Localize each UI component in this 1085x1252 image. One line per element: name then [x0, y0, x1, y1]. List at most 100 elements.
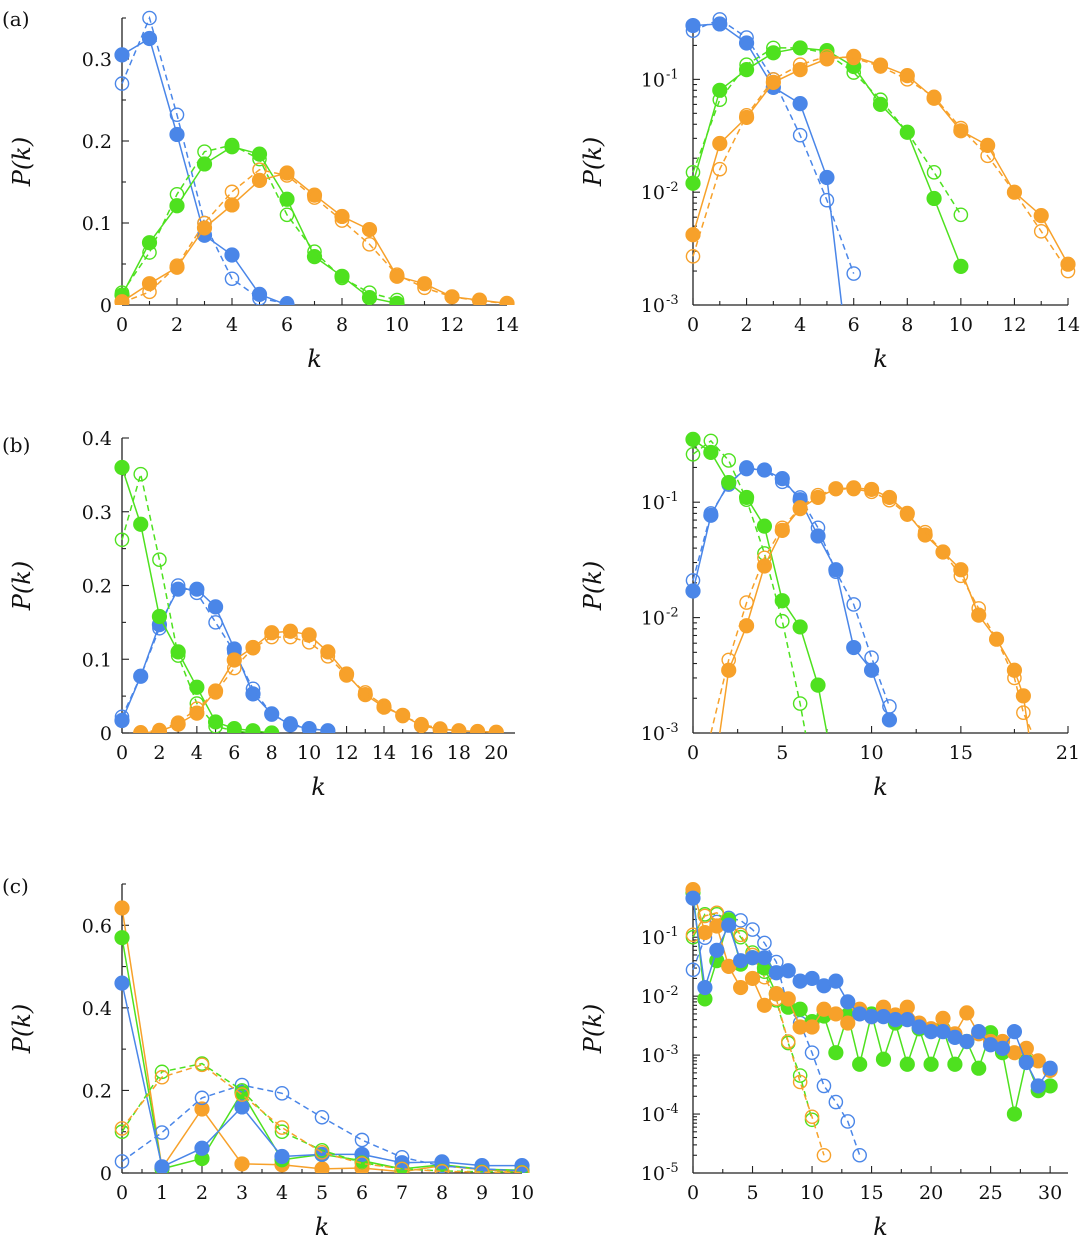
x-tick-label: 5	[316, 1182, 328, 1204]
x-tick-label: 10	[800, 1182, 824, 1204]
data-point-blue	[170, 578, 186, 593]
y-axis-label: P(k)	[8, 1004, 36, 1054]
x-tick-label: 2	[196, 1182, 208, 1204]
series-layer	[114, 900, 530, 1173]
x-tick-label: 0	[687, 1182, 699, 1204]
data-point-green	[792, 1068, 808, 1083]
series-line-orange	[710, 488, 1033, 733]
x-tick-label: 14	[495, 314, 519, 336]
series-layer	[685, 12, 1076, 305]
x-tick-label: 4	[191, 742, 203, 764]
series-line-green	[121, 144, 398, 301]
y-tick-label: 0.6	[82, 915, 112, 937]
data-point-orange	[774, 520, 790, 536]
x-tick-label: 20	[919, 1182, 943, 1204]
y-tick-exponent: -3	[666, 1043, 679, 1058]
y-axis-label: P(k)	[8, 137, 36, 187]
data-point-orange	[361, 221, 378, 238]
data-point-blue	[774, 471, 790, 487]
y-tick-exponent: -1	[666, 490, 679, 505]
data-point-orange	[306, 187, 323, 203]
data-point-orange	[472, 293, 487, 305]
x-tick-label: 9	[476, 1182, 488, 1204]
data-point-orange	[279, 168, 295, 183]
data-point-blue	[846, 597, 862, 612]
data-point-orange	[766, 72, 781, 87]
data-point-orange	[744, 970, 761, 987]
data-point-blue	[251, 286, 268, 302]
data-point-blue	[810, 528, 826, 544]
y-tick-label: 0.4	[82, 998, 112, 1020]
data-point-blue	[738, 35, 755, 51]
data-point-green	[766, 40, 781, 56]
data-point-blue	[745, 922, 760, 937]
data-point-orange	[917, 524, 933, 540]
data-point-green	[279, 191, 295, 207]
y-tick-exponent: -2	[666, 606, 679, 621]
data-point-orange	[414, 716, 429, 732]
data-point-green	[899, 124, 915, 140]
data-point-orange	[712, 161, 728, 177]
data-point-green	[926, 190, 942, 207]
data-point-blue	[709, 942, 725, 958]
x-tick-label: 6	[356, 1182, 368, 1204]
data-point-blue	[207, 599, 224, 615]
data-point-blue	[685, 583, 701, 599]
data-point-green	[739, 492, 754, 508]
y-tick-label: 10	[641, 608, 665, 630]
data-point-blue	[804, 1045, 820, 1060]
data-point-blue	[142, 10, 157, 26]
data-point-orange	[301, 627, 317, 643]
y-tick-label: 0.2	[82, 131, 112, 153]
data-point-orange	[208, 685, 223, 700]
data-point-orange	[514, 1165, 530, 1173]
data-point-blue	[697, 979, 713, 996]
data-point-orange	[846, 50, 862, 66]
series-line-green	[692, 913, 813, 1120]
data-point-orange	[1007, 184, 1022, 200]
x-tick-label: 12	[1002, 314, 1026, 336]
y-tick-label: 0	[100, 723, 112, 745]
x-tick-label: 14	[372, 742, 396, 764]
y-tick-exponent: -5	[666, 1161, 679, 1176]
data-point-green	[947, 1056, 963, 1072]
data-point-orange	[170, 715, 186, 730]
data-point-orange	[133, 724, 149, 733]
data-point-green	[1006, 1106, 1023, 1122]
series-line-green	[692, 439, 807, 733]
data-point-orange	[864, 484, 879, 500]
data-point-orange	[320, 644, 336, 660]
data-point-orange	[334, 208, 350, 225]
data-point-blue	[264, 707, 280, 722]
x-tick-label: 10	[510, 1182, 534, 1204]
data-point-orange	[252, 162, 267, 177]
data-point-orange	[279, 165, 295, 181]
data-point-orange	[251, 172, 268, 188]
data-point-blue	[1006, 1024, 1023, 1040]
data-point-orange	[451, 723, 467, 733]
x-axis-label: k	[873, 773, 888, 801]
x-tick-label: 4	[794, 314, 806, 336]
data-point-blue	[810, 520, 826, 536]
x-tick-label: 0	[116, 1182, 128, 1204]
data-point-orange	[804, 1109, 820, 1125]
data-point-green	[224, 137, 240, 153]
data-point-orange	[989, 631, 1004, 647]
data-point-blue	[757, 935, 772, 951]
data-point-orange	[935, 544, 951, 560]
data-point-orange	[114, 1121, 130, 1136]
data-point-orange	[712, 135, 728, 152]
y-tick-exponent: -1	[666, 925, 679, 940]
data-point-green	[306, 249, 323, 265]
data-point-orange	[739, 595, 754, 610]
data-point-orange	[194, 1057, 210, 1073]
data-point-orange	[362, 237, 377, 252]
data-point-blue	[1042, 1060, 1058, 1076]
data-point-orange	[917, 527, 933, 543]
y-tick-label: 0	[100, 295, 112, 317]
data-point-green	[721, 474, 737, 491]
data-point-orange	[765, 74, 781, 91]
data-point-green	[114, 459, 130, 476]
